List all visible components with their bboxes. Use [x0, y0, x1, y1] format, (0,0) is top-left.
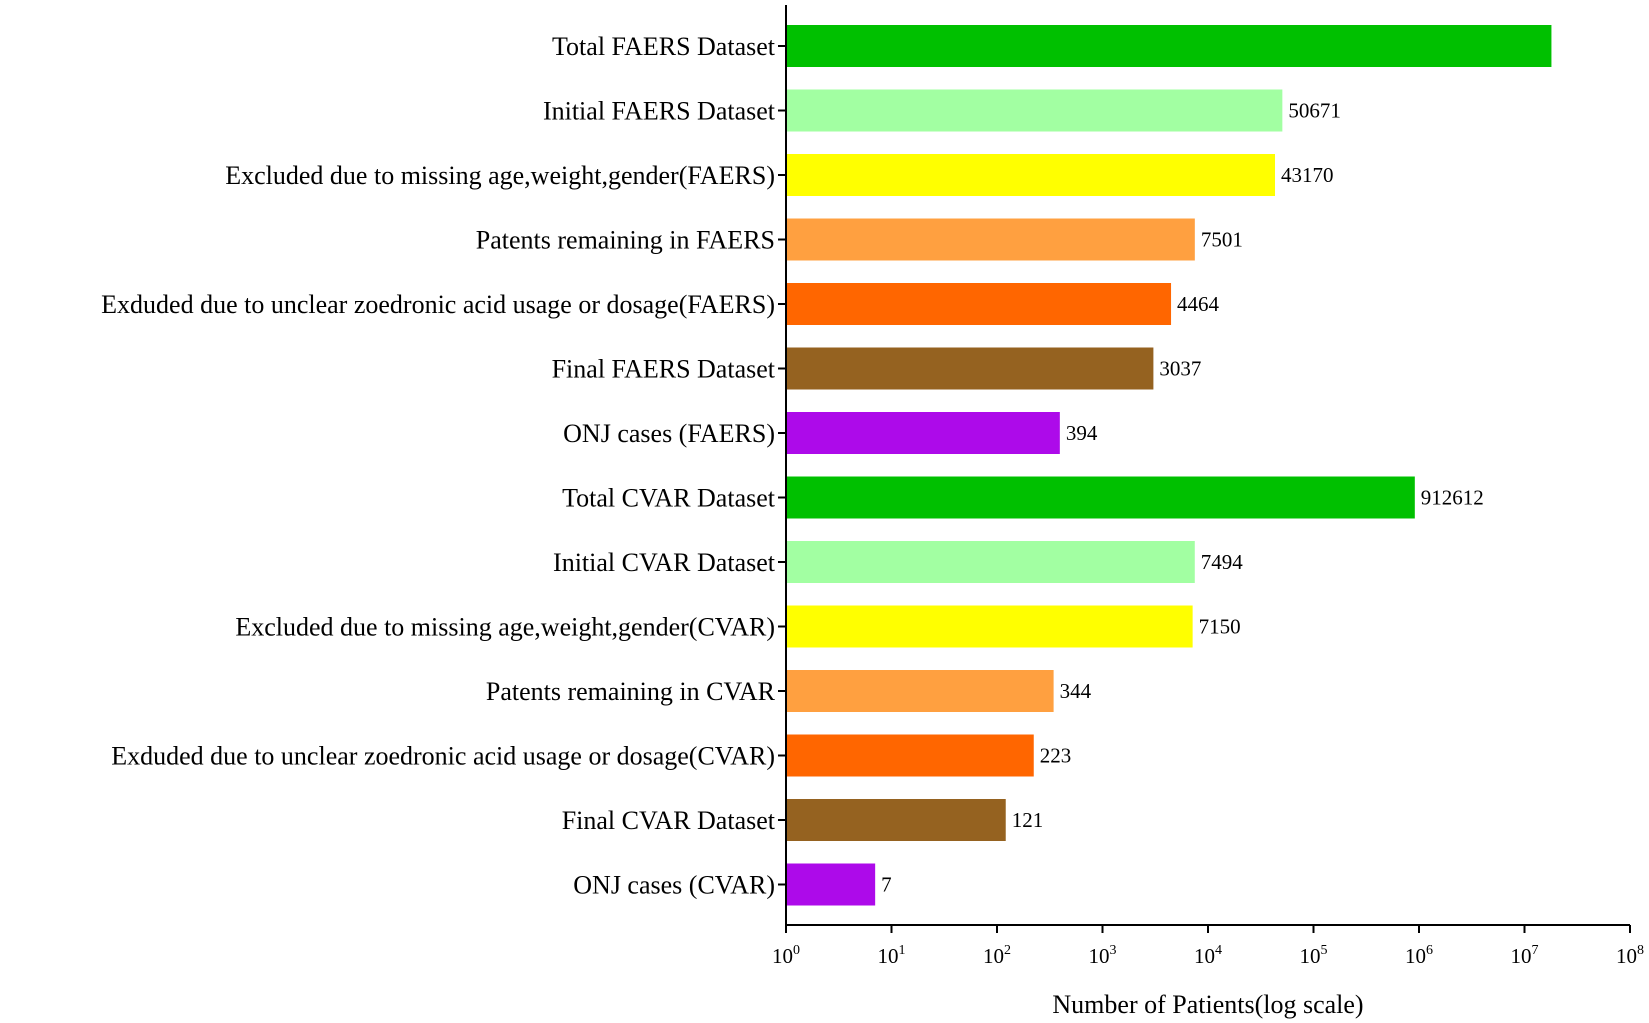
x-tick-base: 10 — [1405, 944, 1426, 968]
bar — [786, 412, 1060, 454]
data-label: 912612 — [1421, 486, 1484, 510]
category-label: Final CVAR Dataset — [562, 806, 776, 835]
category-label: Final FAERS Dataset — [552, 355, 776, 384]
data-label: 50671 — [1288, 99, 1341, 123]
category-label: Exduded due to unclear zoedronic acid us… — [111, 742, 775, 771]
x-tick-base: 10 — [983, 944, 1004, 968]
bar — [786, 605, 1193, 648]
data-label: 394 — [1066, 421, 1098, 445]
category-label: ONJ cases (FAERS) — [563, 419, 775, 448]
x-tick-exponent: 5 — [1321, 943, 1328, 958]
x-tick-label: 103 — [1089, 943, 1117, 968]
bars-layer — [786, 25, 1552, 906]
data-label: 223 — [1040, 744, 1072, 768]
category-label: Total CVAR Dataset — [562, 484, 776, 513]
x-tick-base: 10 — [1300, 944, 1321, 968]
data-label: 121 — [1012, 808, 1044, 832]
data-label: 3037 — [1159, 357, 1201, 381]
data-label: 344 — [1060, 679, 1092, 703]
data-label: 7494 — [1201, 550, 1244, 574]
x-tick-base: 10 — [878, 944, 899, 968]
x-tick-label: 106 — [1405, 943, 1433, 968]
x-tick-exponent: 3 — [1110, 943, 1117, 958]
x-tick-exponent: 1 — [899, 943, 906, 958]
bar — [786, 25, 1552, 67]
data-label: 7 — [881, 873, 892, 897]
bar — [786, 154, 1276, 196]
category-labels: Total FAERS Dataset Initial FAERS Dataset… — [101, 32, 776, 900]
x-tick-exponent: 8 — [1637, 943, 1644, 958]
x-tick-exponent: 6 — [1426, 943, 1433, 958]
x-tick-exponent: 7 — [1532, 943, 1539, 958]
x-tick-exponent: 2 — [1004, 943, 1011, 958]
x-tick-labels: 100 101 102 103 104 105 106 107 108 — [772, 943, 1644, 968]
data-label: 4464 — [1177, 292, 1220, 316]
x-tick-base: 10 — [772, 944, 793, 968]
bar — [786, 347, 1154, 390]
category-label: Patents remaining in FAERS — [476, 226, 775, 255]
bar — [786, 283, 1172, 325]
bar — [786, 863, 876, 906]
bar — [786, 218, 1195, 261]
category-label: Total FAERS Dataset — [552, 32, 776, 61]
x-tick-label: 102 — [983, 943, 1011, 968]
category-label: Patents remaining in CVAR — [486, 677, 776, 706]
category-label: Exduded due to unclear zoedronic acid us… — [101, 290, 775, 319]
x-tick-exponent: 0 — [793, 943, 800, 958]
x-tick-base: 10 — [1616, 944, 1637, 968]
x-tick-label: 104 — [1194, 943, 1222, 968]
category-label: ONJ cases (CVAR) — [573, 871, 775, 900]
x-tick-label: 105 — [1300, 943, 1328, 968]
data-label: 43170 — [1281, 163, 1334, 187]
x-tick-base: 10 — [1511, 944, 1532, 968]
x-tick-label: 107 — [1511, 943, 1539, 968]
bar — [786, 476, 1415, 519]
x-tick-base: 10 — [1089, 944, 1110, 968]
x-tick-label: 101 — [878, 943, 906, 968]
x-tick-exponent: 4 — [1215, 943, 1222, 958]
bar — [786, 670, 1054, 712]
x-axis-title: Number of Patients(log scale) — [1052, 990, 1363, 1019]
value-labels: 50671 43170 7501 4464 3037 394 912612 7494 7150 3… — [881, 99, 1484, 897]
category-label: Initial CVAR Dataset — [553, 548, 776, 577]
category-label: Excluded due to missing age,weight,gende… — [225, 161, 775, 190]
data-label: 7501 — [1201, 228, 1243, 252]
x-tick-label: 108 — [1616, 943, 1644, 968]
x-tick-label: 100 — [772, 943, 800, 968]
x-tick-base: 10 — [1194, 944, 1215, 968]
bar — [786, 541, 1195, 583]
category-label: Excluded due to missing age,weight,gende… — [235, 613, 775, 642]
bar — [786, 734, 1034, 777]
bar — [786, 89, 1283, 132]
data-label: 7150 — [1199, 615, 1241, 639]
axes — [778, 5, 1631, 933]
category-label: Initial FAERS Dataset — [543, 97, 776, 126]
bar — [786, 799, 1006, 841]
